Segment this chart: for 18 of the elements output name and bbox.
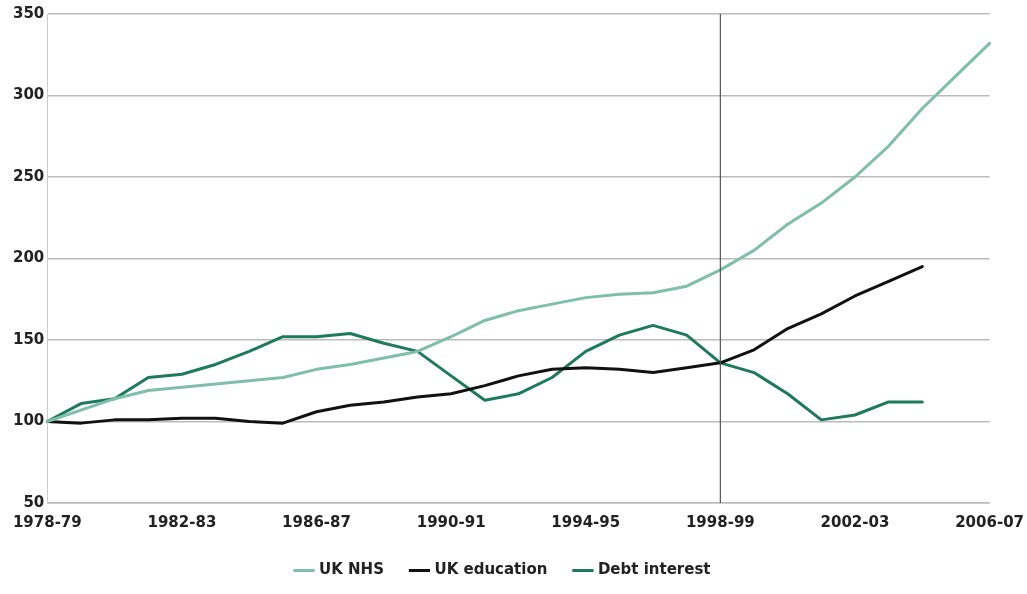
x-tick-label: 1998-99 [685,512,755,531]
x-tick-label: 1982-83 [147,512,217,531]
y-tick-label: 50 [23,492,45,511]
y-tick-label: 100 [13,411,45,430]
y-tick-label: 250 [13,166,45,185]
legend-label: UK education [434,560,548,579]
y-tick-label: 300 [13,85,45,104]
x-tick-label: 1990-91 [416,512,486,531]
y-tick-label: 150 [13,329,45,348]
x-tick-label: 1994-95 [551,512,621,531]
x-tick-label: 1986-87 [282,512,351,531]
x-tick-label: 1978-79 [12,512,82,531]
x-tick-label: 2002-03 [820,512,890,531]
legend-label: Debt interest [597,560,711,579]
y-tick-label: 350 [13,3,45,22]
y-tick-label: 200 [13,248,45,267]
x-tick-label: 2006-07 [955,512,1025,531]
legend-label: UK NHS [319,560,384,579]
